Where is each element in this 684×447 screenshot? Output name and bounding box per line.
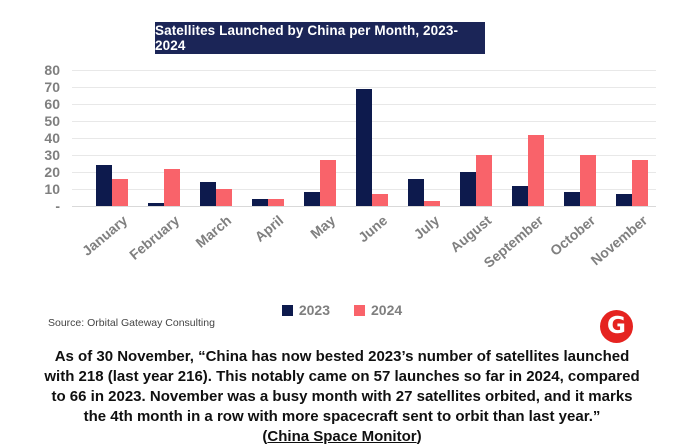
x-axis-label-April: April: [251, 212, 287, 245]
bar-2024-October: [580, 155, 596, 206]
chart-title: Satellites Launched by China per Month, …: [155, 22, 485, 54]
bar-2024-November: [632, 160, 648, 206]
bar-2023-November: [616, 194, 632, 206]
source-caption: Source: Orbital Gateway Consulting: [48, 317, 215, 329]
bar-2023-March: [200, 182, 216, 206]
y-axis-tick-label: 70: [44, 79, 60, 95]
quote-line-4: the 4th month in a row with more spacecr…: [83, 408, 601, 425]
legend-label: 2023: [298, 302, 330, 318]
x-axis-label-May: May: [307, 212, 339, 242]
x-axis-label-July: July: [410, 212, 443, 243]
citation-line: (China Space Monitor): [0, 427, 684, 447]
bar-2023-July: [408, 178, 424, 206]
citation-suffix: ): [416, 428, 422, 445]
bar-2023-May: [304, 192, 320, 206]
y-axis-tick-label: 10: [44, 181, 60, 197]
bar-2024-August: [476, 155, 492, 206]
gridline-y-0: [72, 206, 656, 207]
bar-2023-February: [148, 202, 164, 206]
y-axis-tick-label: 20: [44, 164, 60, 180]
bar-2023-October: [564, 192, 580, 206]
quote-line-1: As of 30 November, “China has now bested…: [54, 348, 630, 365]
bar-2024-January: [112, 178, 128, 206]
bar-2023-June: [356, 88, 372, 206]
y-axis-tick-label: 80: [44, 62, 60, 78]
y-axis-tick-label: 60: [44, 96, 60, 112]
quote-paragraph: As of 30 November, “China has now bested…: [0, 347, 684, 447]
bar-2024-May: [320, 160, 336, 206]
bar-2023-August: [460, 172, 476, 206]
y-axis-tick-label: 50: [44, 113, 60, 129]
x-axis-label-January: January: [78, 212, 131, 259]
gridline-y-80: [72, 70, 656, 71]
x-axis-label-June: June: [354, 212, 391, 246]
chart-legend: 2023 2024: [0, 302, 684, 318]
bar-2023-September: [512, 185, 528, 206]
x-axis-label-February: February: [126, 212, 183, 263]
bar-2024-February: [164, 168, 180, 206]
x-axis-label-August: August: [447, 212, 495, 256]
legend-swatch-icon: [354, 304, 365, 316]
x-axis-label-November: November: [587, 212, 651, 269]
x-axis-label-October: October: [546, 212, 599, 259]
bar-2024-April: [268, 199, 284, 206]
orbital-gateway-logo-icon: G: [600, 310, 633, 343]
y-axis-tick-label: -: [55, 198, 60, 214]
quote-line-2: with 218 (last year 216). This notably c…: [44, 368, 640, 385]
bar-2024-September: [528, 134, 544, 206]
bar-2024-March: [216, 189, 232, 206]
legend-item-2024: 2024: [354, 302, 402, 318]
quote-line-3: to 66 in 2023. November was a busy month…: [51, 388, 633, 405]
bar-2024-July: [424, 200, 440, 206]
legend-swatch-icon: [281, 304, 293, 316]
legend-item-2023: 2023: [281, 302, 330, 318]
gridline-y-70: [72, 87, 656, 88]
bar-2024-June: [372, 194, 388, 206]
y-axis-tick-label: 40: [44, 130, 60, 146]
citation-link[interactable]: China Space Monitor: [267, 428, 417, 445]
y-axis-tick-label: 30: [44, 147, 60, 163]
bar-2023-January: [96, 165, 112, 206]
bar-2023-April: [252, 199, 268, 206]
x-axis-label-September: September: [480, 212, 547, 271]
legend-label: 2024: [371, 302, 403, 318]
x-axis-label-March: March: [192, 212, 235, 251]
citation-prefix: (: [262, 428, 268, 445]
